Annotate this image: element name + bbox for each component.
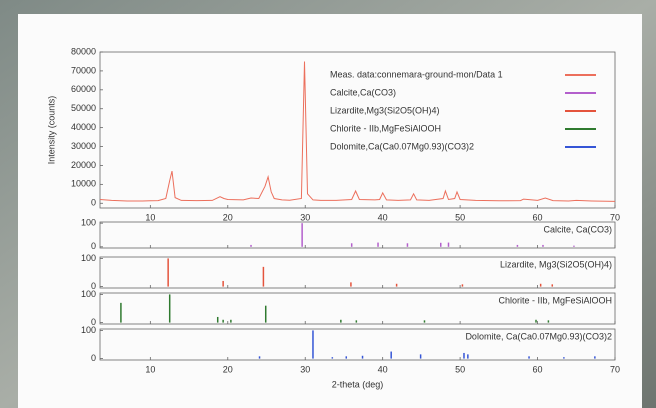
measured-line [99, 61, 616, 202]
y-tick-label: 0 [91, 281, 96, 291]
y-tick-label: 40000 [71, 122, 96, 132]
y-tick-label: 100 [81, 253, 96, 263]
y-tick-label: 20000 [71, 160, 96, 170]
y-tick-label: 70000 [71, 65, 96, 75]
panel-label: Dolomite, Ca(Ca0.07Mg0.93)(CO3)2 [465, 331, 612, 341]
x-tick-label: 40 [378, 212, 388, 222]
y-tick-label: 60000 [71, 84, 96, 94]
y-tick-label: 0 [91, 353, 96, 363]
x-tick-label: 60 [533, 212, 543, 222]
legend-label: Meas. data:connemara-ground-mon/Data 1 [330, 69, 503, 79]
panel-label: Chlorite - IIb, MgFeSiAlOOH [498, 295, 612, 305]
y-tick-label: 100 [81, 325, 96, 335]
x-tick-label: 50 [455, 364, 465, 374]
x-tick-label: 40 [378, 364, 388, 374]
x-tick-label: 20 [223, 212, 233, 222]
y-tick-label: 50000 [71, 103, 96, 113]
x-tick-label: 30 [300, 364, 310, 374]
plot-frame [99, 256, 616, 289]
plot-frame [99, 221, 616, 249]
x-tick-label: 70 [610, 212, 620, 222]
plot-frame [99, 292, 616, 325]
x-tick-label: 20 [223, 364, 233, 374]
legend-label: Dolomite,Ca(Ca0.07Mg0.93)(CO3)2 [330, 141, 474, 151]
x-tick-label: 70 [610, 364, 620, 374]
y-tick-label: 0 [91, 317, 96, 327]
y-tick-label: 30000 [71, 141, 96, 151]
x-tick-label: 10 [145, 212, 155, 222]
y-axis-label: Intensity (counts) [46, 96, 56, 165]
y-tick-label: 10000 [71, 179, 96, 189]
y-tick-label: 0 [91, 198, 96, 208]
legend-label: Calcite,Ca(CO3) [330, 87, 396, 97]
x-tick-label: 10 [145, 364, 155, 374]
y-tick-label: 0 [91, 241, 96, 251]
plot-frame [99, 328, 616, 361]
x-tick-label: 60 [533, 364, 543, 374]
panel-label: Lizardite, Mg3(Si2O5(OH)4) [500, 259, 612, 269]
chart-card [18, 14, 642, 408]
x-axis-label: 2-theta (deg) [332, 379, 384, 389]
x-tick-label: 30 [300, 212, 310, 222]
legend-label: Lizardite,Mg3(Si2O5(OH)4) [330, 105, 440, 115]
y-tick-label: 100 [81, 218, 96, 228]
plot-frame [99, 51, 616, 209]
y-tick-label: 80000 [71, 46, 96, 56]
panel-label: Calcite, Ca(CO3) [543, 224, 612, 234]
x-tick-label: 50 [455, 212, 465, 222]
y-tick-label: 100 [81, 289, 96, 299]
legend-label: Chlorite - IIb,MgFeSiAlOOH [330, 123, 441, 133]
plot: 10 20 30 40 50 60 7001000020000300004000050000… [46, 46, 620, 389]
